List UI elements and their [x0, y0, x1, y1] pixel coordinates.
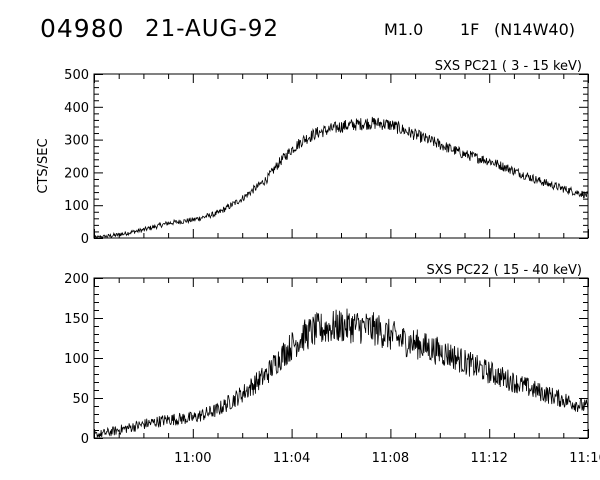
- series-line-1: [94, 116, 589, 239]
- y-tick-label: 300: [64, 134, 89, 149]
- y-tick-label: 400: [64, 101, 89, 116]
- y-axis-label: CTS/SEC: [36, 138, 51, 193]
- y-tick-label: 100: [64, 199, 89, 214]
- plot-frame: [93, 277, 589, 439]
- y-tick-label: 50: [72, 392, 89, 407]
- y-tick-label: 200: [64, 166, 89, 181]
- event-date: 21-AUG-92: [145, 16, 280, 42]
- y-tick-label: 150: [64, 312, 89, 327]
- flare-location: (N14W40): [494, 20, 575, 39]
- y-tick-label: 0: [81, 432, 89, 447]
- flare-importance: 1F: [460, 20, 480, 39]
- x-tick-label: 11:16: [569, 451, 600, 466]
- x-tick-label: 11:00: [174, 451, 211, 466]
- chart-panel-1: 0 100 200 300 400 500 SXS PC21 ( 3 - 15 keV) CT…: [36, 59, 589, 247]
- x-tick-label: 11:08: [372, 451, 409, 466]
- plot-frame: [93, 73, 589, 239]
- panel-title: SXS PC21 ( 3 - 15 keV): [435, 59, 582, 74]
- x-tick-label: 11:04: [273, 451, 310, 466]
- panel-title: SXS PC22 ( 15 - 40 keV): [426, 263, 582, 278]
- x-tick-label: 11:12: [470, 451, 507, 466]
- y-tick-label: 500: [64, 68, 89, 83]
- y-tick-label: 0: [81, 232, 89, 247]
- y-tick-label: 100: [64, 352, 89, 367]
- series-line-1: [93, 308, 589, 438]
- y-tick-label: 200: [64, 272, 89, 287]
- event-id: 04980: [40, 14, 125, 43]
- flare-class: M1.0: [384, 20, 424, 39]
- chart-panel-2: 0 50 100 150 200 11:00 11:04 11:08 11:12 11:16 SXS…: [64, 263, 600, 466]
- chart-header: 04980 21-AUG-92 M1.0 1F (N14W40): [0, 0, 600, 56]
